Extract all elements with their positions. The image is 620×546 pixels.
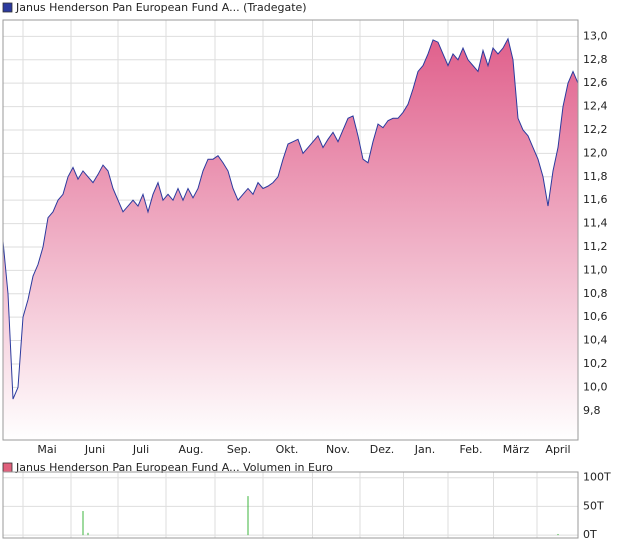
price-area	[3, 38, 578, 440]
y-tick-label: 0T	[583, 528, 597, 541]
legend-label: Janus Henderson Pan European Fund A... V…	[15, 461, 333, 474]
x-tick-label: Mai	[37, 443, 56, 456]
y-tick-label: 11,0	[583, 263, 608, 276]
y-tick-label: 100T	[583, 471, 611, 484]
volume-bar	[247, 496, 249, 536]
y-tick-label: 12,8	[583, 53, 608, 66]
volume-bar	[87, 532, 89, 536]
y-tick-label: 10,8	[583, 287, 608, 300]
plot-frame	[2, 19, 579, 441]
x-tick-label: Aug.	[179, 443, 204, 456]
y-tick-label: 11,2	[583, 240, 608, 253]
x-tick-label: Dez.	[370, 443, 395, 456]
volume-bar	[82, 511, 84, 536]
plot-frame	[2, 471, 579, 539]
x-tick-label: März	[503, 443, 530, 456]
y-tick-label: 12,6	[583, 76, 608, 89]
y-tick-label: 13,0	[583, 29, 608, 42]
x-tick-label: Okt.	[276, 443, 299, 456]
y-tick-label: 50T	[583, 499, 604, 512]
legend-label: Janus Henderson Pan European Fund A... (…	[15, 1, 307, 14]
x-tick-label: Feb.	[460, 443, 483, 456]
y-tick-label: 11,6	[583, 193, 608, 206]
x-tick-label: April	[545, 443, 570, 456]
y-tick-label: 10,6	[583, 310, 608, 323]
x-tick-label: Sep.	[227, 443, 251, 456]
price-line	[2, 37, 579, 400]
x-tick-label: Jan.	[414, 443, 435, 456]
legend-swatch	[2, 2, 13, 13]
y-tick-label: 12,2	[583, 123, 608, 136]
y-tick-label: 11,8	[583, 170, 608, 183]
y-tick-label: 11,4	[583, 217, 608, 230]
y-tick-label: 10,0	[583, 380, 608, 393]
legend-swatch	[2, 462, 13, 473]
y-tick-label: 9,8	[583, 404, 601, 417]
y-tick-label: 10,4	[583, 334, 608, 347]
volume-bar	[557, 533, 559, 536]
y-tick-label: 12,4	[583, 100, 608, 113]
x-tick-label: Juni	[84, 443, 105, 456]
y-tick-label: 10,2	[583, 357, 608, 370]
x-tick-label: Juli	[132, 443, 149, 456]
x-tick-label: Nov.	[326, 443, 350, 456]
y-tick-label: 12,0	[583, 146, 608, 159]
